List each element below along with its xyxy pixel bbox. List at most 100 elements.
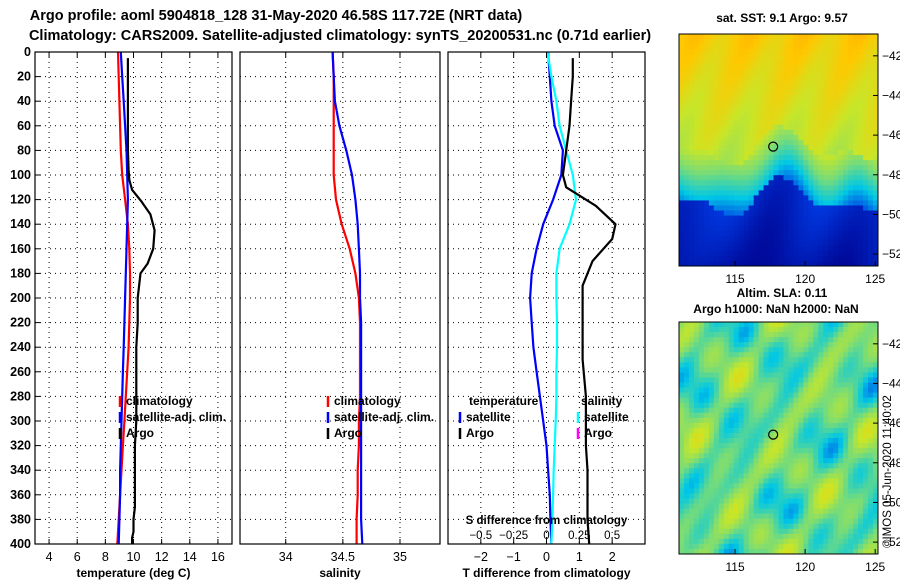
heatmap-cell	[723, 387, 730, 394]
heatmap-cell	[753, 523, 760, 530]
heatmap-cell	[773, 513, 779, 520]
heatmap-cell	[723, 357, 730, 363]
heatmap-cell	[693, 367, 700, 373]
heatmap-cell	[803, 245, 809, 252]
heatmap-cell	[758, 513, 764, 520]
heatmap-cell	[728, 322, 735, 328]
heatmap-cell	[813, 230, 819, 237]
heatmap-cell	[813, 503, 819, 510]
heatmap-cell	[718, 155, 725, 161]
heatmap-cell	[683, 508, 690, 515]
heatmap-cell	[778, 39, 784, 45]
heatmap-cell	[679, 255, 685, 262]
heatmap-cell	[853, 397, 859, 404]
heatmap-cell	[698, 528, 705, 535]
heatmap-cells	[679, 322, 879, 555]
heatmap-cell	[788, 438, 794, 444]
heatmap-cell	[679, 543, 685, 550]
heatmap-cell	[808, 322, 814, 328]
heatmap-cell	[783, 195, 789, 201]
heatmap-cell	[708, 185, 715, 191]
heatmap-cell	[693, 543, 700, 550]
heatmap-cell	[733, 134, 740, 141]
heatmap-cell	[818, 468, 824, 474]
heatmap-cell	[833, 543, 839, 550]
heatmap-cell	[788, 483, 794, 489]
heatmap-cell	[753, 448, 760, 454]
heatmap-cell	[868, 513, 874, 520]
heatmap-cell	[693, 387, 700, 394]
heatmap-cell	[853, 99, 859, 106]
heatmap-cell	[728, 412, 735, 419]
heatmap-cell	[698, 250, 705, 257]
heatmap-cell	[698, 412, 705, 419]
heatmap-cell	[688, 402, 695, 409]
heatmap-cell	[808, 362, 814, 368]
heatmap-cell	[723, 89, 730, 95]
heatmap-cell	[818, 119, 824, 126]
heatmap-cell	[793, 230, 799, 237]
heatmap-cell	[848, 150, 854, 156]
heatmap-cell	[828, 180, 834, 186]
heatmap-cell	[743, 119, 750, 126]
heatmap-cell	[813, 84, 819, 90]
heatmap-cell	[768, 503, 774, 510]
heatmap-cell	[688, 382, 695, 388]
heatmap-cell	[743, 175, 750, 181]
heatmap-cell	[723, 473, 730, 479]
heatmap-cell	[698, 407, 705, 414]
heatmap-cell	[758, 508, 764, 515]
heatmap-cell	[748, 458, 755, 464]
heatmap-cell	[728, 180, 735, 186]
heatmap-cell	[843, 478, 849, 484]
heatmap-cell	[833, 225, 839, 232]
heatmap-cell	[679, 357, 685, 363]
heatmap-cell	[718, 468, 725, 474]
heatmap-cell	[683, 79, 690, 85]
heatmap-cell	[753, 59, 760, 65]
heatmap-cell	[748, 453, 755, 459]
heatmap-cell	[723, 49, 730, 55]
heatmap-cell	[793, 498, 799, 504]
heatmap-cell	[848, 327, 854, 333]
heatmap-cell	[803, 104, 809, 111]
heatmap-cell	[783, 255, 789, 262]
heatmap-cell	[688, 513, 695, 520]
heatmap-cell	[688, 322, 695, 328]
heatmap-cell	[703, 175, 710, 181]
heatmap-cell	[853, 165, 859, 171]
heatmap-cell	[838, 443, 844, 449]
heatmap-cell	[688, 109, 695, 116]
heatmap-cell	[738, 210, 745, 216]
heatmap-cell	[758, 64, 764, 70]
heatmap-cell	[758, 478, 764, 484]
heatmap-cell	[698, 74, 705, 80]
heatmap-cell	[803, 332, 809, 338]
heatmap-cell	[813, 109, 819, 116]
heatmap-cell	[763, 200, 769, 206]
heatmap-cell	[808, 255, 814, 262]
heatmap-cell	[763, 54, 769, 60]
x-tick-label: 14	[183, 550, 197, 564]
heatmap-cell	[828, 478, 834, 484]
heatmap-cell	[823, 448, 829, 454]
heatmap-cell	[873, 195, 879, 201]
heatmap-cell	[868, 144, 874, 151]
heatmap-cell	[768, 155, 774, 161]
heatmap-cell	[828, 190, 834, 196]
heatmap-cell	[778, 322, 784, 328]
heatmap-cell	[858, 387, 864, 394]
heatmap-cell	[863, 528, 869, 535]
heatmap-cell	[788, 397, 794, 404]
heatmap-cell	[743, 165, 750, 171]
heatmap-cell	[718, 422, 725, 429]
heatmap-cell	[763, 94, 769, 100]
heatmap-cell	[738, 488, 745, 494]
heatmap-cell	[693, 478, 700, 484]
heatmap-cell	[763, 69, 769, 75]
heatmap-cell	[679, 493, 685, 499]
heatmap-cell	[763, 190, 769, 196]
heatmap-cell	[798, 64, 804, 70]
heatmap-cell	[679, 417, 685, 424]
heatmap-cell	[838, 250, 844, 257]
